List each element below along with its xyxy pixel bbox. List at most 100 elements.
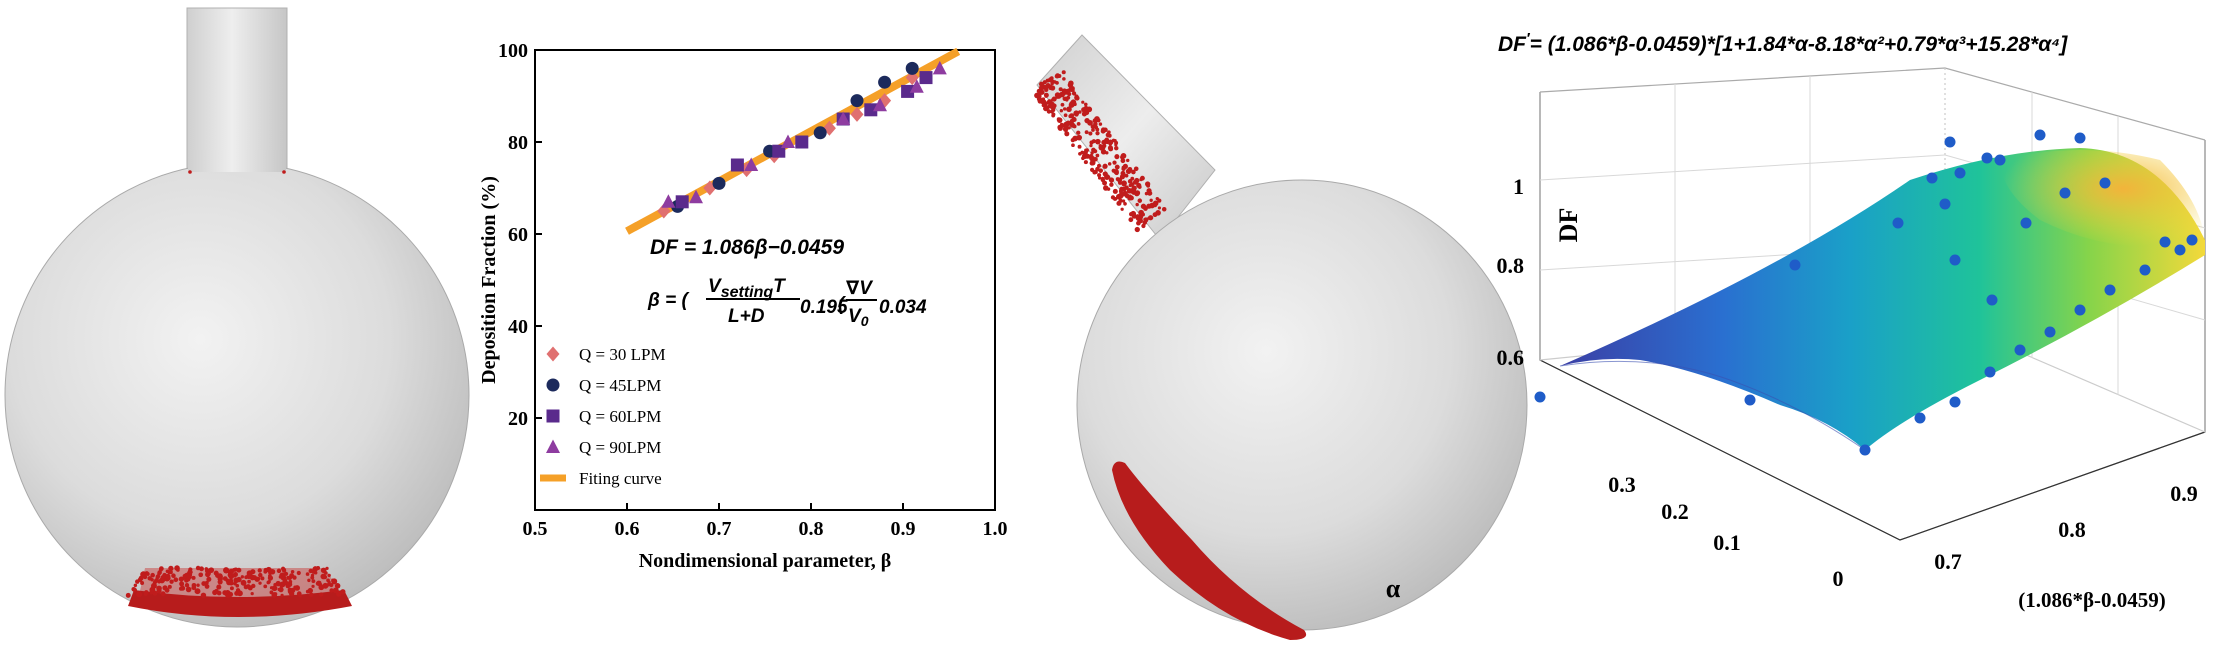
surface-point xyxy=(2099,177,2111,189)
surface-point xyxy=(2104,284,2116,296)
particle xyxy=(1146,203,1152,209)
data-point-square xyxy=(919,71,933,85)
y-tick-label: 60 xyxy=(508,224,528,246)
surface-title-formula: = (1.086*β-0.0459)*[1+1.84*α-8.18*α²+0.7… xyxy=(1530,33,2069,56)
data-point-circle xyxy=(878,75,892,89)
data-point-triangle xyxy=(781,134,795,148)
particle xyxy=(265,566,272,573)
particle xyxy=(1110,195,1116,200)
particle xyxy=(298,593,302,598)
particle xyxy=(1062,77,1066,81)
particle xyxy=(1088,131,1093,136)
surface-title: DF′= (1.086*β-0.0459)*[1+1.84*α-8.18*α²+… xyxy=(1498,30,2068,56)
surface-point xyxy=(2034,129,2046,141)
particle xyxy=(1074,95,1080,101)
particle xyxy=(185,586,192,593)
particle xyxy=(156,588,162,594)
particle xyxy=(1068,80,1074,86)
particle xyxy=(1111,168,1116,173)
particle xyxy=(1068,102,1075,108)
surface-data-points xyxy=(1534,129,2198,456)
particle xyxy=(311,579,316,584)
data-point-square xyxy=(730,158,744,172)
beta-numerator-v: V xyxy=(708,276,722,297)
data-point-square xyxy=(675,195,689,209)
surface-point xyxy=(1939,198,1951,210)
particle xyxy=(247,579,251,584)
particle xyxy=(1136,220,1141,226)
surface-point xyxy=(1926,172,1938,184)
particle xyxy=(1057,73,1062,78)
particle xyxy=(133,583,138,588)
particle xyxy=(1121,181,1127,187)
particle xyxy=(1098,122,1103,126)
beta-numerator-t: T xyxy=(773,276,786,297)
particle xyxy=(1041,99,1047,105)
flask-model-tilted xyxy=(1034,34,1528,640)
data-point-square xyxy=(901,84,915,98)
surface-y-label: α xyxy=(1386,574,1401,603)
particle xyxy=(1097,163,1102,168)
x-axis-ticks: 0.5 0.6 0.7 0.8 0.9 1.0 xyxy=(523,503,1008,540)
particle xyxy=(1063,113,1068,118)
particle xyxy=(160,591,166,597)
particle xyxy=(257,568,262,573)
particle xyxy=(1140,176,1145,181)
particle xyxy=(336,591,340,595)
surface-y-tick: 0 xyxy=(1833,566,1844,591)
surface-z-label: DF xyxy=(1554,208,1583,243)
beta-numerator: VsettingT xyxy=(708,276,786,301)
particle xyxy=(1108,177,1115,183)
particle xyxy=(188,569,193,575)
particle xyxy=(1089,167,1095,172)
particle xyxy=(263,584,268,589)
data-point-triangle xyxy=(909,79,924,93)
particle xyxy=(1084,130,1089,135)
surface-y-tick: 0.3 xyxy=(1608,472,1636,497)
data-point-triangle xyxy=(873,97,887,112)
particle xyxy=(1097,176,1102,180)
particle xyxy=(1083,160,1088,165)
particle xyxy=(223,567,230,574)
surface-point xyxy=(1534,391,1546,403)
particle xyxy=(1093,157,1098,162)
particle xyxy=(290,587,296,593)
particle xyxy=(1091,139,1096,144)
surface-title-prime: ′ xyxy=(1526,30,1531,47)
surface-z-tick: 1 xyxy=(1513,174,1524,199)
particle xyxy=(1076,130,1081,135)
particle xyxy=(1076,134,1083,141)
particle xyxy=(1084,110,1090,116)
particle xyxy=(1090,124,1095,129)
particle xyxy=(1091,128,1095,132)
particle xyxy=(258,581,262,585)
particle xyxy=(198,572,204,578)
particle xyxy=(216,584,222,590)
particle xyxy=(1074,112,1079,117)
particle xyxy=(1049,85,1056,91)
beta-equation: β = ( VsettingT L+D 0.195 ( ∇V V0 0.034 xyxy=(647,276,927,329)
particle xyxy=(191,575,196,580)
particle xyxy=(1107,133,1112,138)
particle xyxy=(1120,153,1127,159)
deposition-fraction-chart: 0.5 0.6 0.7 0.8 0.9 1.0 20 40 60 80 100 Nondimens… xyxy=(478,40,1008,572)
particle xyxy=(1083,102,1088,107)
particle xyxy=(1107,145,1113,151)
surface-point xyxy=(1914,412,1926,424)
surface-point xyxy=(1949,254,1961,266)
surface-point xyxy=(1789,259,1801,271)
particle xyxy=(222,590,228,596)
particle xyxy=(1093,149,1098,154)
particle xyxy=(243,584,249,590)
particle xyxy=(251,583,256,589)
particle xyxy=(1112,188,1118,194)
surface-point xyxy=(1954,167,1966,179)
particle xyxy=(1114,154,1119,159)
surface-point xyxy=(1994,154,2006,166)
legend-marker-diamond xyxy=(546,346,560,362)
surface-point xyxy=(2159,236,2171,248)
legend-marker-triangle xyxy=(546,439,560,453)
surface-point xyxy=(2044,326,2056,338)
particle xyxy=(280,593,284,598)
data-points xyxy=(657,60,947,219)
